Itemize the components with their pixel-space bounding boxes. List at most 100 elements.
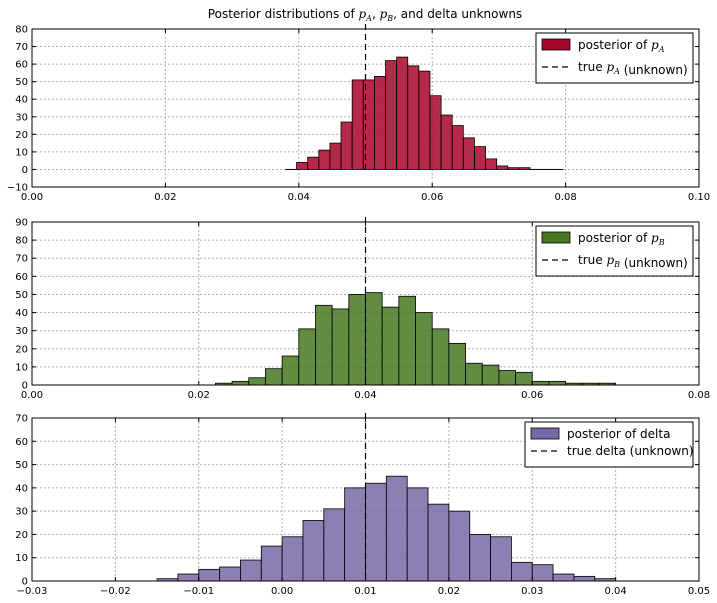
histogram-bar [469, 534, 491, 582]
histogram-bar [296, 162, 309, 170]
figure-title: Posterior distributions of pA, pB, and d… [208, 7, 522, 23]
histogram-bar [465, 362, 483, 386]
histogram-bar [385, 60, 398, 170]
legend-label: posterior of delta [567, 427, 670, 441]
y-tick-label: 50 [15, 290, 28, 301]
legend: posterior of pA true pA (unknown) [535, 32, 694, 84]
histogram-bar [548, 380, 566, 386]
histogram-bar [552, 573, 575, 582]
legend-label: true pB (unknown) [578, 253, 688, 270]
histogram-bar [365, 482, 387, 582]
x-tick-label: 0.06 [421, 192, 443, 203]
histogram-bar [511, 561, 533, 582]
y-tick-label: 40 [15, 308, 28, 319]
histogram-bar [240, 559, 262, 582]
x-tick-label: 0.04 [604, 586, 626, 597]
histogram-bar [507, 167, 520, 170]
y-tick-label: 50 [15, 77, 28, 88]
y-tick-label: 20 [15, 344, 28, 355]
y-tick-label: 20 [15, 130, 28, 141]
histogram-bar [219, 566, 241, 582]
histogram-bar [440, 114, 453, 170]
histogram-bar [231, 380, 250, 386]
histogram-bar [396, 56, 409, 170]
histogram-bar [427, 503, 450, 582]
histogram-bar [298, 328, 316, 386]
legend-swatch [541, 38, 571, 51]
histogram-bar [198, 568, 220, 582]
y-tick-label: 80 [15, 25, 28, 36]
histogram-bar [265, 368, 283, 386]
panels-container: 0.00 0.02 0.04 0.06 0.08 0.10 −10 0 10 20 30 40 50 60… [7, 24, 710, 597]
x-tick-label: 0.02 [154, 192, 176, 203]
histogram-bar [418, 70, 431, 170]
legend-label: true delta (unknown) [567, 444, 694, 458]
y-tick-label: 0 [22, 381, 28, 392]
histogram-bar [365, 292, 383, 386]
histogram-bar [315, 304, 333, 386]
y-tick-label: 30 [15, 326, 28, 337]
x-tick-label: 0.06 [521, 390, 543, 401]
legend: posterior of delta true delta (unknown) [524, 421, 694, 468]
histogram-panel-3: −0.03 −0.02 −0.01 0.00 0.01 0.02 0.03 0.04 0.05 0… [15, 413, 710, 597]
histogram-bar [531, 380, 550, 386]
histogram-bar [485, 158, 498, 170]
histogram-bar [490, 536, 512, 582]
x-tick-label: 0.05 [688, 586, 710, 597]
y-tick-label: 60 [15, 437, 28, 448]
histogram-bar [407, 65, 420, 170]
histogram-bar [307, 156, 320, 170]
y-tick-label: 80 [15, 236, 28, 247]
y-tick-label: 30 [15, 112, 28, 123]
histogram-bar [381, 306, 400, 386]
histogram-bar [451, 125, 464, 170]
x-tick-label: −0.01 [183, 586, 214, 597]
histogram-bar [351, 79, 364, 170]
y-tick-label: 70 [15, 414, 28, 425]
histogram-bar [515, 371, 533, 386]
x-tick-label: 0.04 [288, 192, 310, 203]
histogram-bar [348, 294, 366, 386]
y-tick-label: 10 [15, 362, 28, 373]
y-tick-label: 60 [15, 272, 28, 283]
histogram-bar [518, 167, 531, 170]
x-tick-label: 0.02 [438, 586, 460, 597]
histogram-bar [462, 137, 475, 170]
histogram-bar [481, 364, 500, 386]
x-tick-label: 0.00 [21, 390, 43, 401]
y-tick-label: 0 [22, 577, 28, 588]
legend-swatch [530, 427, 560, 440]
y-tick-label: 70 [15, 254, 28, 265]
histogram-bar [318, 149, 331, 170]
histogram-bar [448, 510, 471, 582]
y-tick-label: 10 [15, 147, 28, 158]
y-tick-label: 10 [15, 553, 28, 564]
histogram-bar [573, 575, 596, 582]
histogram-bar [260, 545, 283, 582]
histogram-bar [340, 121, 353, 170]
histogram-bar [344, 487, 366, 582]
histogram-bar [329, 142, 342, 170]
histogram-bar [281, 355, 300, 386]
histogram-bar [323, 508, 346, 582]
x-tick-label: 0.01 [354, 586, 376, 597]
histogram-bar [406, 487, 429, 582]
x-tick-label: 0.02 [188, 390, 210, 401]
histogram-bar [398, 295, 416, 386]
y-tick-label: −10 [7, 183, 28, 194]
x-tick-label: 0.08 [688, 390, 710, 401]
histogram-bar [448, 342, 466, 386]
histogram-bar [531, 564, 554, 582]
histogram-bar [498, 370, 516, 386]
x-tick-label: 0.00 [21, 192, 43, 203]
legend-label: true pA (unknown) [578, 60, 688, 77]
histogram-panel-1: 0.00 0.02 0.04 0.06 0.08 0.10 −10 0 10 20 30 40 50 60… [7, 24, 710, 203]
y-tick-label: 90 [15, 218, 28, 229]
y-tick-label: 60 [15, 60, 28, 71]
histogram-bar [373, 76, 386, 170]
legend: posterior of pB true pB (unknown) [535, 225, 694, 277]
histogram-bar [474, 146, 486, 170]
legend-swatch [541, 231, 571, 244]
histogram-bar [302, 520, 325, 582]
